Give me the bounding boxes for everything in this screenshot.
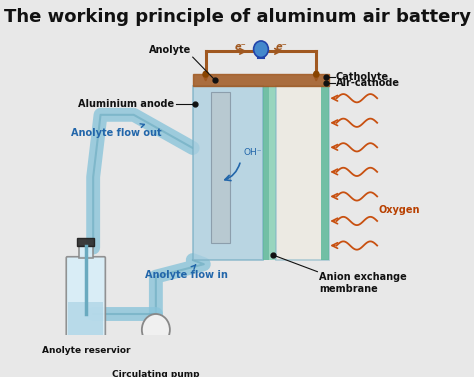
Text: Anolyte flow in: Anolyte flow in <box>145 265 228 280</box>
Circle shape <box>254 41 268 58</box>
Text: OH⁻: OH⁻ <box>243 148 262 157</box>
FancyBboxPatch shape <box>66 257 105 338</box>
Circle shape <box>314 71 319 77</box>
FancyBboxPatch shape <box>269 86 276 260</box>
Text: Catholyte: Catholyte <box>336 72 389 82</box>
Text: Circulating pump: Circulating pump <box>112 369 200 377</box>
Text: Anolyte reservior: Anolyte reservior <box>42 346 130 355</box>
Text: Anion exchange
membrane: Anion exchange membrane <box>319 273 407 294</box>
Circle shape <box>203 71 208 77</box>
FancyBboxPatch shape <box>193 74 329 86</box>
Text: Aluminium anode: Aluminium anode <box>78 100 174 109</box>
FancyBboxPatch shape <box>211 92 229 244</box>
FancyBboxPatch shape <box>79 245 93 258</box>
Text: Anolyte flow out: Anolyte flow out <box>71 124 162 138</box>
FancyBboxPatch shape <box>263 86 269 260</box>
Text: The working principle of aluminum air battery: The working principle of aluminum air ba… <box>3 8 471 26</box>
FancyBboxPatch shape <box>143 346 169 353</box>
FancyBboxPatch shape <box>68 302 103 336</box>
Text: e⁻: e⁻ <box>235 42 246 52</box>
Text: Air-cathode: Air-cathode <box>336 78 400 88</box>
FancyBboxPatch shape <box>276 86 329 260</box>
Text: Oxygen: Oxygen <box>379 205 420 215</box>
Text: Anolyte: Anolyte <box>149 45 191 55</box>
FancyBboxPatch shape <box>145 353 167 360</box>
FancyBboxPatch shape <box>77 238 94 245</box>
Text: e⁻: e⁻ <box>275 42 287 52</box>
FancyBboxPatch shape <box>321 86 329 260</box>
Circle shape <box>142 314 170 346</box>
FancyBboxPatch shape <box>193 86 263 260</box>
